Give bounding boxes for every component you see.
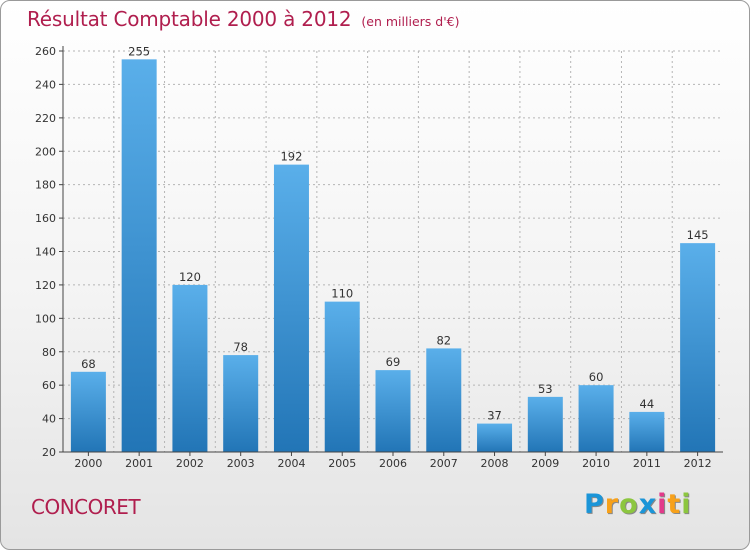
x-tick-label: 2002	[176, 457, 204, 470]
proxiti-logo: Proxiti	[584, 489, 692, 520]
x-tick-label: 2009	[531, 457, 559, 470]
bar-value-label: 120	[179, 270, 201, 284]
y-tick-label: 140	[35, 246, 56, 259]
x-tick-label: 2004	[277, 457, 305, 470]
bar	[680, 243, 716, 452]
logo-letter: i	[681, 489, 692, 520]
logo-letter: i	[657, 489, 668, 520]
bar-value-label: 37	[487, 409, 502, 423]
x-tick-label: 2012	[684, 457, 712, 470]
chart-title: Résultat Comptable 2000 à 2012	[27, 7, 352, 31]
y-tick-label: 200	[35, 145, 56, 158]
bar-value-label: 60	[589, 370, 604, 384]
y-tick-label: 240	[35, 78, 56, 91]
bar	[223, 355, 259, 452]
commune-name: CONCORET	[31, 495, 141, 519]
y-tick-label: 40	[42, 413, 56, 426]
bar-value-label: 53	[538, 382, 553, 396]
y-tick-label: 260	[35, 45, 56, 58]
x-tick-label: 2003	[227, 457, 255, 470]
bars	[70, 59, 716, 453]
bar-value-label: 145	[687, 228, 709, 242]
bar-value-label: 82	[436, 333, 451, 347]
y-tick-label: 160	[35, 212, 56, 225]
y-tick-label: 120	[35, 279, 56, 292]
y-tick-label: 220	[35, 112, 56, 125]
x-tick-label: 2011	[633, 457, 661, 470]
bar	[324, 301, 360, 452]
chart-subtitle: (en milliers d'€)	[361, 14, 460, 29]
bar	[172, 284, 208, 452]
y-tick-label: 20	[42, 446, 56, 459]
x-tick-label: 2006	[379, 457, 407, 470]
bar	[70, 371, 106, 452]
axes: 20 40 60 80 100 120 140 160 180 200 220 240 260 2000 2…	[35, 45, 723, 470]
logo-letter: r	[604, 489, 620, 520]
bar	[375, 370, 411, 452]
y-tick-label: 60	[42, 379, 56, 392]
bar-value-label: 78	[233, 340, 248, 354]
chart-title-block: Résultat Comptable 2000 à 2012 (en millie…	[27, 7, 459, 31]
bar-value-label: 110	[331, 287, 353, 301]
logo-letter: x	[638, 489, 658, 520]
x-tick-label: 2001	[125, 457, 153, 470]
bar	[426, 348, 462, 452]
y-tick-label: 180	[35, 179, 56, 192]
bar	[629, 411, 665, 452]
y-tick-label: 100	[35, 312, 56, 325]
logo-letter: P	[584, 489, 605, 520]
x-tick-label: 2007	[430, 457, 458, 470]
bar-value-label: 69	[386, 355, 401, 369]
bar-value-labels: 68 255 120 78 192 110 69 82 37 53 60 44 145	[81, 44, 709, 422]
bar-value-label: 192	[280, 150, 302, 164]
bar-value-label: 68	[81, 357, 96, 371]
bar	[578, 385, 614, 452]
logo-letter: t	[667, 489, 682, 520]
bar	[121, 59, 157, 453]
x-tick-label: 2008	[481, 457, 509, 470]
bar	[477, 423, 513, 452]
logo-letter: o	[619, 489, 639, 520]
x-tick-label: 2000	[74, 457, 102, 470]
bar	[527, 396, 563, 452]
x-tick-label: 2005	[328, 457, 356, 470]
bar-value-label: 255	[128, 44, 150, 58]
bar-value-label: 44	[640, 397, 655, 411]
y-tick-label: 80	[42, 346, 56, 359]
x-tick-label: 2010	[582, 457, 610, 470]
bar	[273, 164, 309, 452]
